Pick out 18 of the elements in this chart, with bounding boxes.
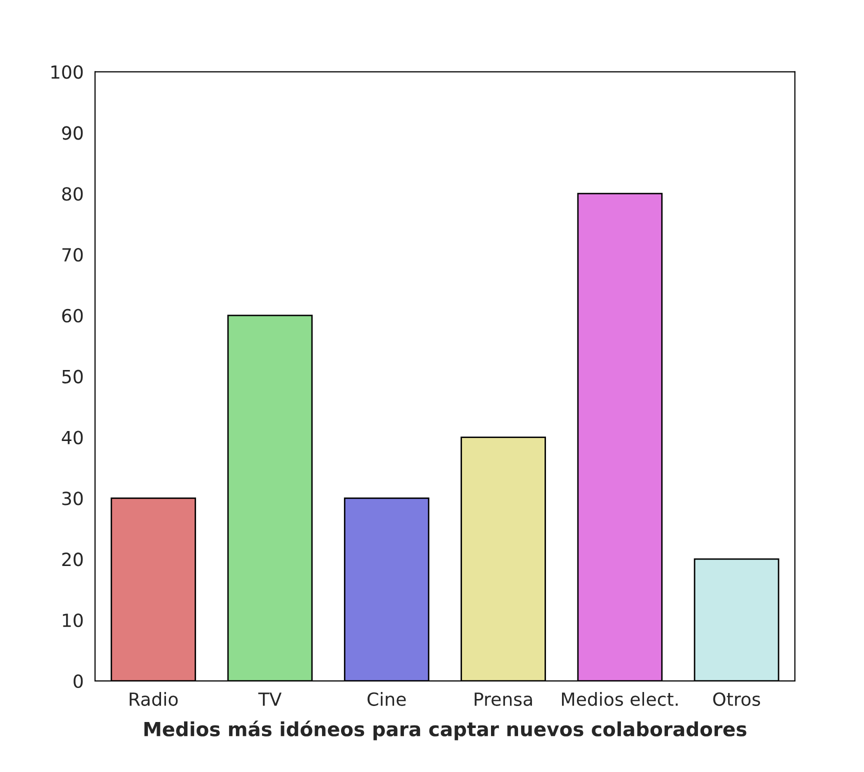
y-tick-label: 50	[62, 370, 83, 384]
x-tick-label: Cine	[368, 692, 406, 706]
y-tick-label: 10	[62, 613, 83, 628]
y-tick-label: 60	[62, 308, 83, 323]
x-tick-label: TV	[258, 692, 282, 706]
x-tick-label: Radio	[130, 692, 178, 706]
y-tick-label: 30	[62, 492, 83, 506]
y-tick-label: 80	[62, 187, 83, 201]
x-tick-label: Otros	[713, 692, 760, 706]
x-tick-label: Medios elect.	[562, 692, 678, 706]
y-tick-label: 20	[62, 552, 83, 566]
y-tick-label: 0	[74, 674, 83, 688]
y-tick-label: 100	[51, 65, 83, 79]
y-tick-label: 90	[62, 126, 83, 140]
y-tick-label: 40	[62, 430, 83, 444]
x-axis-title: Medios más idóneos para captar nuevos colaboradores	[144, 720, 746, 740]
x-tick-label: Prensa	[474, 692, 532, 706]
y-tick-label: 70	[62, 248, 83, 262]
